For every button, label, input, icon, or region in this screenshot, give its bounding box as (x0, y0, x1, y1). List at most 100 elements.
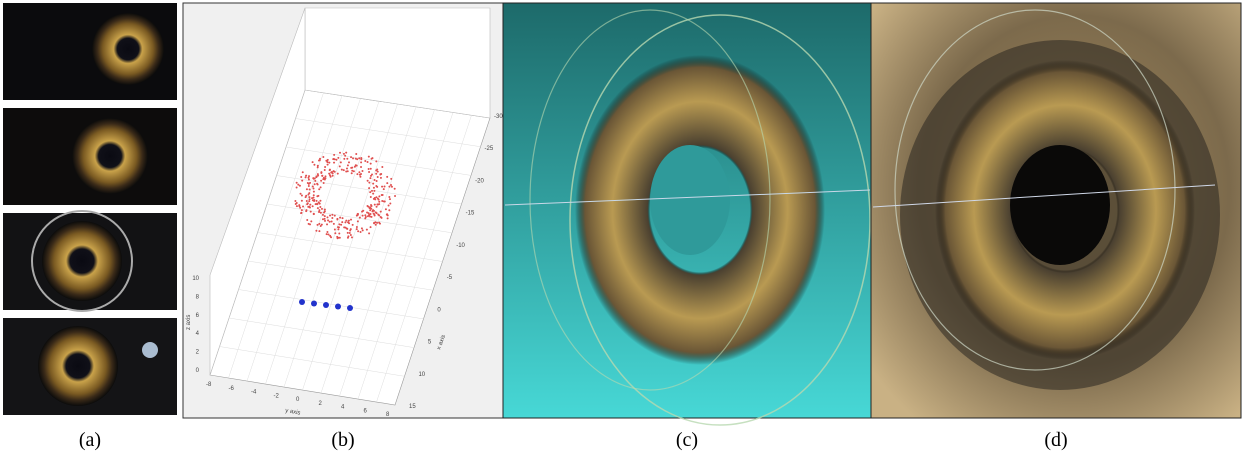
tick-label: 8 (196, 294, 200, 300)
point (369, 167, 372, 170)
guide-ellipse (569, 14, 871, 426)
point (321, 213, 324, 216)
point (327, 233, 330, 236)
grid-line (295, 118, 481, 147)
point (372, 182, 375, 185)
point (300, 176, 303, 179)
point (326, 223, 329, 226)
point (369, 206, 372, 209)
point (340, 168, 343, 171)
point (329, 214, 332, 217)
point (322, 182, 325, 185)
point (381, 166, 384, 169)
grid-line (376, 115, 472, 403)
point (326, 216, 329, 219)
point (358, 157, 361, 160)
tick-label: 4 (196, 331, 200, 337)
point (319, 157, 322, 160)
point (319, 199, 322, 202)
point (351, 223, 354, 226)
tick-label: -20 (475, 178, 484, 184)
point (346, 236, 349, 239)
point (355, 225, 358, 228)
point (346, 231, 349, 234)
point (380, 216, 383, 219)
point (309, 223, 312, 226)
point (358, 173, 361, 176)
point (337, 226, 340, 229)
point (309, 203, 312, 206)
point (307, 193, 310, 196)
point (338, 236, 341, 239)
tick-label: 0 (296, 397, 300, 403)
point (307, 205, 310, 208)
point (335, 303, 341, 310)
point (308, 175, 311, 178)
point (342, 152, 345, 155)
panel-a (3, 3, 177, 415)
point (312, 177, 315, 180)
point (308, 198, 311, 201)
point (366, 179, 369, 182)
panel-label: (c) (676, 429, 698, 451)
pupil (1010, 145, 1110, 265)
panel-d (870, 2, 1242, 419)
point (312, 212, 315, 215)
point (300, 194, 303, 197)
point (378, 200, 381, 203)
point (314, 179, 317, 182)
point (369, 174, 372, 177)
point (366, 160, 369, 163)
point (318, 210, 321, 213)
point (387, 204, 390, 207)
point (383, 185, 386, 188)
point (343, 157, 346, 160)
axis-label: y axis (285, 408, 301, 417)
point (369, 226, 372, 229)
point (386, 213, 389, 216)
point (315, 199, 318, 202)
point (386, 217, 389, 220)
point (337, 228, 340, 231)
point (379, 176, 382, 179)
point (347, 161, 350, 164)
point (351, 166, 354, 169)
point (315, 229, 318, 232)
point (338, 165, 341, 168)
tick-label: 10 (192, 276, 199, 282)
point (360, 156, 363, 159)
grid-line (302, 103, 398, 391)
point (344, 154, 347, 157)
point (295, 186, 298, 189)
point (311, 199, 314, 202)
point (357, 230, 360, 233)
point (368, 232, 371, 235)
point (318, 202, 321, 205)
point (308, 206, 311, 209)
point (300, 212, 303, 215)
point (333, 153, 336, 156)
eye (72, 118, 148, 194)
tick-label: 6 (364, 408, 368, 414)
tick-label: 2 (319, 401, 323, 407)
point (318, 209, 321, 212)
point (359, 230, 362, 233)
point (305, 200, 308, 203)
tick-label: -15 (466, 211, 475, 217)
point (350, 172, 353, 175)
point (344, 221, 347, 224)
point (350, 218, 353, 221)
point (355, 153, 358, 156)
point (369, 177, 372, 180)
point (342, 169, 345, 172)
point (323, 217, 326, 220)
point (312, 190, 315, 193)
tick-label: 15 (409, 404, 416, 410)
panel-b: -30-25-20-15-10-5051015-8-6-4-2024681086… (182, 2, 504, 419)
point (379, 210, 382, 213)
point (295, 181, 298, 184)
point (344, 226, 347, 229)
point (321, 174, 324, 177)
point (364, 214, 367, 217)
